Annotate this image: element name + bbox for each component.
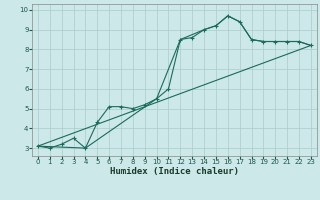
X-axis label: Humidex (Indice chaleur): Humidex (Indice chaleur) xyxy=(110,167,239,176)
